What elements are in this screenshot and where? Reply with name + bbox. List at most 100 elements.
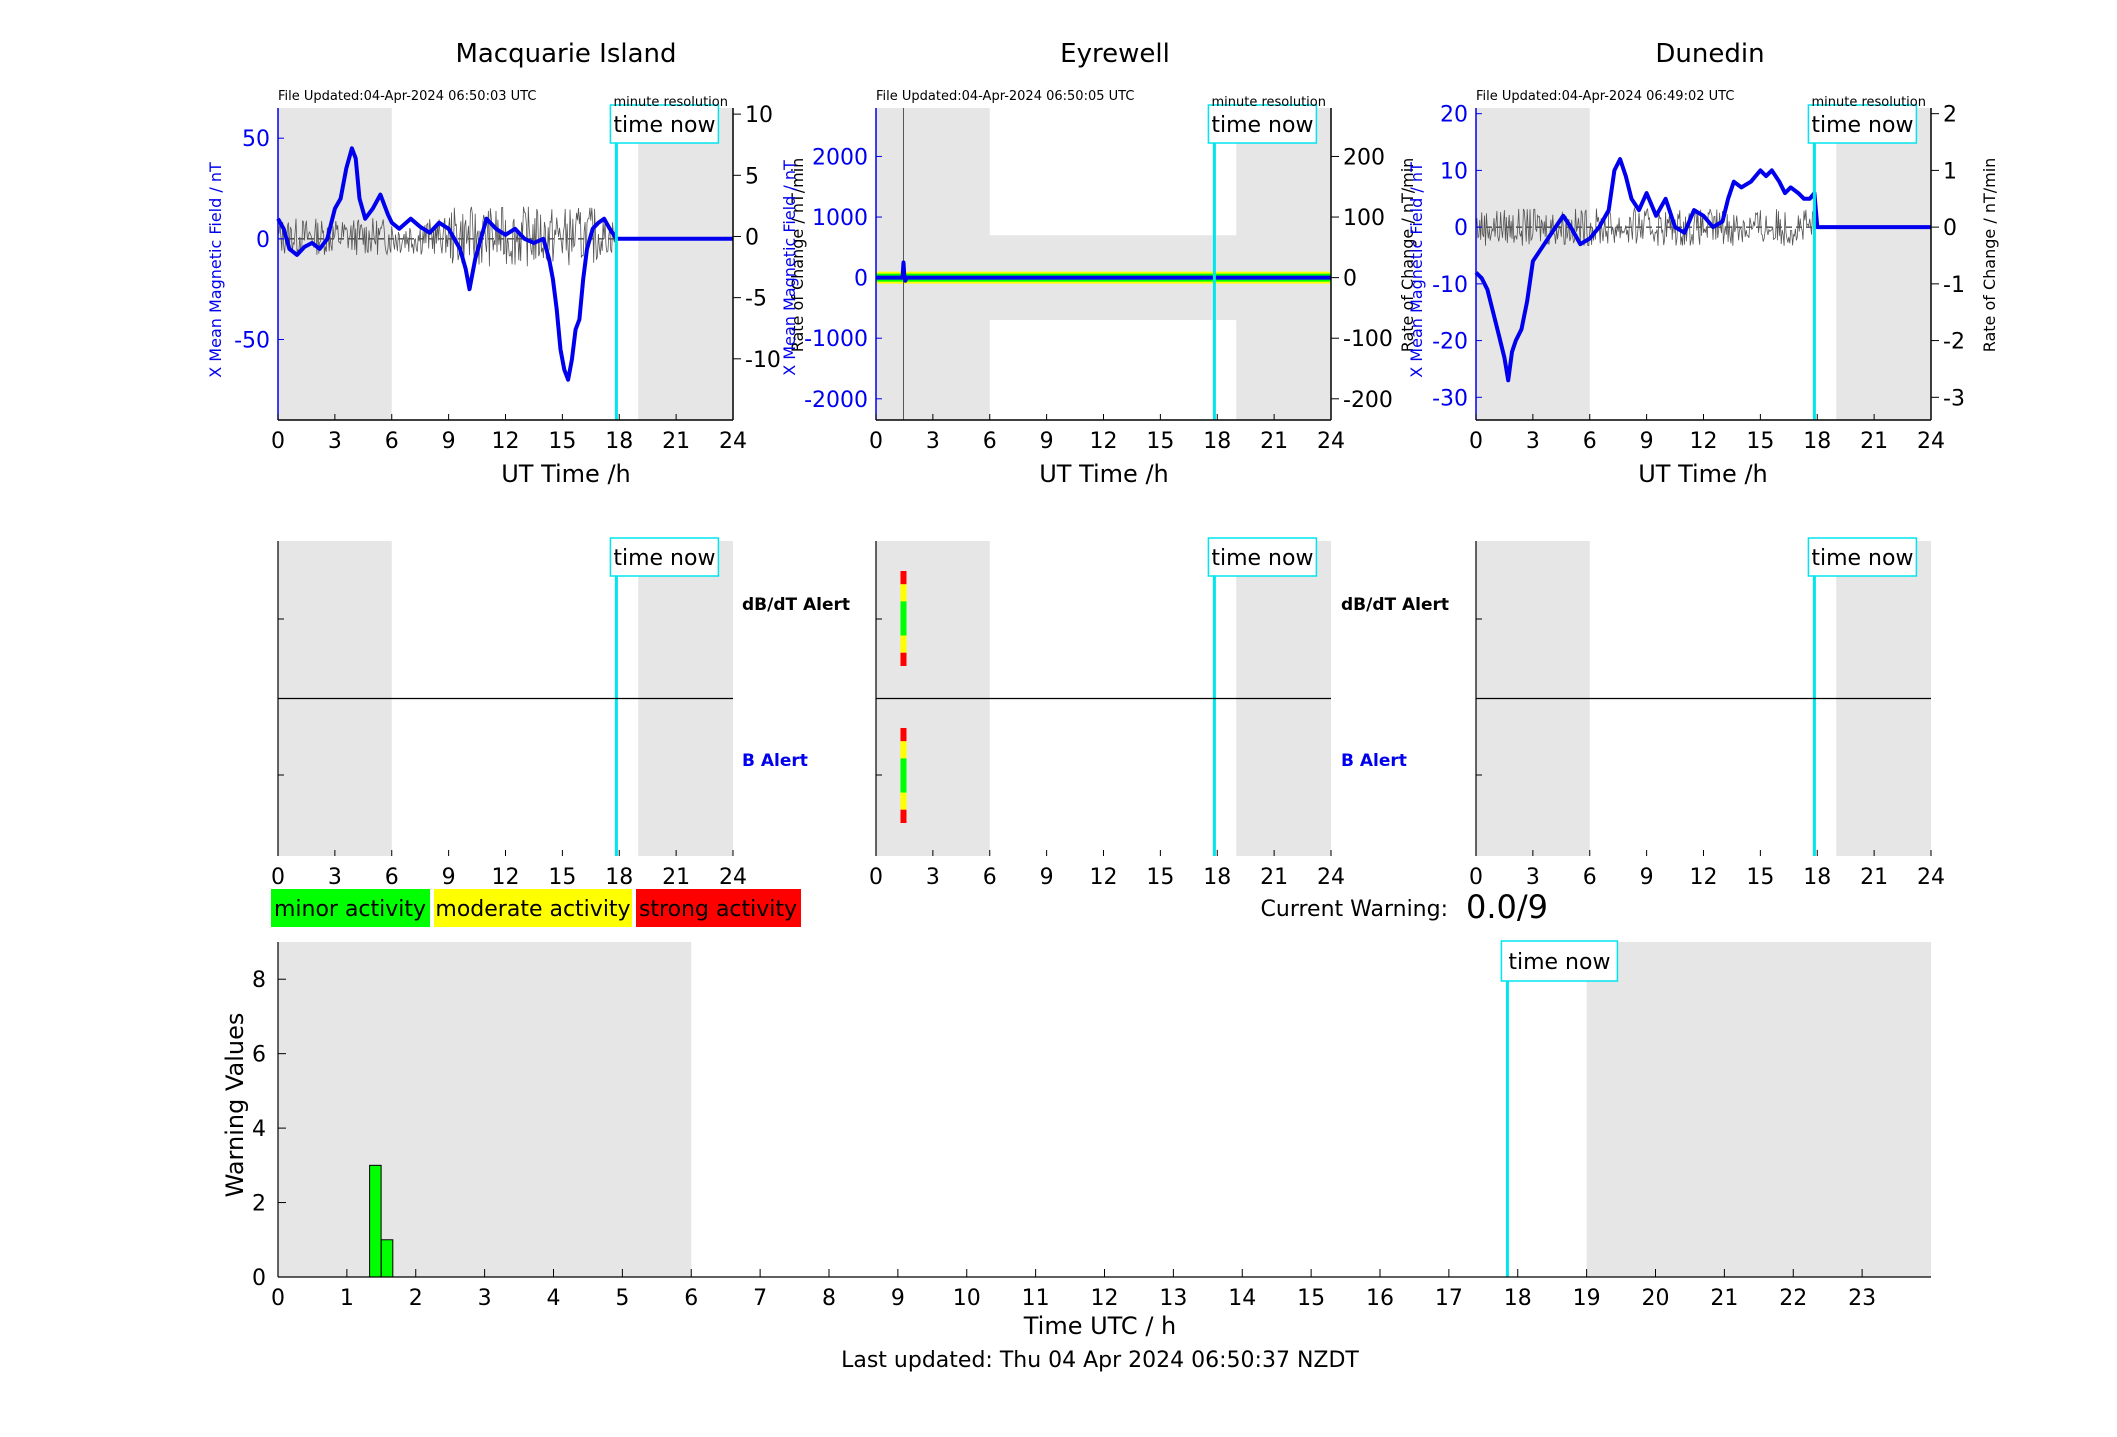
warn-xtick-label-15: 15	[1297, 1286, 1325, 1311]
alert-2-xtick-label-18: 18	[1803, 865, 1831, 890]
alert-2-now-label: time now	[1811, 546, 1913, 571]
alert-1-now-label: time now	[1211, 546, 1313, 571]
warn-xtick-label-19: 19	[1573, 1286, 1601, 1311]
warn-xtick-label-17: 17	[1435, 1286, 1463, 1311]
warn-xtick-label-10: 10	[953, 1286, 981, 1311]
ylabel-right-dunedin: Rate of Change / nT/min	[1980, 158, 1999, 353]
title-macquarie: Macquarie Island	[455, 39, 676, 69]
warn-xtick-label-20: 20	[1642, 1286, 1670, 1311]
warn-xtick-label-23: 23	[1848, 1286, 1876, 1311]
ts-1-xtick-label-3: 3	[926, 429, 940, 454]
b-alert-label-2: B Alert	[1341, 751, 1407, 771]
warning-bar-1	[380, 1239, 394, 1278]
warn-ytick-label-2: 2	[252, 1192, 266, 1217]
ts-2-ytick-right-label-2: 2	[1943, 103, 1957, 128]
title-dunedin: Dunedin	[1655, 39, 1764, 69]
ts-0-xtick-label-18: 18	[605, 429, 633, 454]
ts-2-ytick-left-label-20: 20	[1440, 103, 1468, 128]
file-updated-macquarie: File Updated:04-Apr-2024 06:50:03 UTC	[278, 89, 536, 104]
ts-1-now-label: time now	[1211, 113, 1313, 138]
ts-0-ytick-left-label-50: 50	[242, 127, 270, 152]
ts-1-xtick-label-6: 6	[983, 429, 997, 454]
current-warning-label: Current Warning:	[1261, 897, 1448, 922]
ts-2-ytick-left-label-10: 10	[1440, 159, 1468, 184]
ts-0-xtick-label-6: 6	[385, 429, 399, 454]
warn-xtick-label-4: 4	[547, 1286, 561, 1311]
alert-0-now-box	[609, 537, 720, 577]
warn-xtick-label-12: 12	[1091, 1286, 1119, 1311]
ts-1-ytick-right-label--200: -200	[1343, 388, 1393, 413]
ylabel-left-macquarie: X Mean Magnetic Field / nT	[206, 162, 225, 378]
ts-2-xtick-label-24: 24	[1917, 429, 1945, 454]
alert-1-bar-0-4	[900, 652, 907, 666]
chart-marks-layer: time now time now time now time now time now…	[276, 104, 1931, 1278]
warn-ytick-label-0: 0	[252, 1266, 266, 1291]
warn-xtick-label-14: 14	[1228, 1286, 1256, 1311]
warn-xtick-label-9: 9	[891, 1286, 905, 1311]
ts-2-xtick-label-6: 6	[1583, 429, 1597, 454]
ts-2-xtick-label-21: 21	[1860, 429, 1888, 454]
ts-0-field-line-0	[276, 146, 733, 382]
alert-1-bar-0-0	[900, 571, 907, 585]
ylabel-left-eyrewell: X Mean Magnetic Field / nT	[780, 160, 799, 376]
alert-1-bar-1-4	[900, 809, 907, 823]
alert-1-bar-1-2	[900, 758, 907, 793]
legend-label-strong: strong activity	[639, 897, 797, 922]
ts-2-ytick-right-label-1: 1	[1943, 159, 1957, 184]
ts-0-ytick-left-label-0: 0	[256, 228, 270, 253]
warn-night-1	[1586, 942, 1931, 1277]
ts-0-xtick-label-24: 24	[719, 429, 747, 454]
current-warning-value: 0.0/9	[1466, 888, 1548, 926]
ts-0-ytick-right-label--5: -5	[745, 287, 767, 312]
alert-1-bar-1-3	[900, 792, 907, 810]
ylabel-right-eyrewell: Rate of Change / nT/min	[1398, 158, 1417, 353]
alert-0-xtick-label-6: 6	[385, 865, 399, 890]
ts-2-rate-line	[1475, 206, 1814, 247]
alert-0-now-label: time now	[613, 546, 715, 571]
warn-xtick-label-16: 16	[1366, 1286, 1394, 1311]
alert-0-xtick-label-3: 3	[328, 865, 342, 890]
warn-xtick-label-21: 21	[1710, 1286, 1738, 1311]
ts-0-ytick-right-label--10: -10	[745, 348, 781, 373]
alert-1-bar-0-3	[900, 635, 907, 653]
ts-2-ytick-left-label--10: -10	[1432, 273, 1468, 298]
ts-0-xtick-label-0: 0	[271, 429, 285, 454]
alert-1-xtick-label-15: 15	[1146, 865, 1174, 890]
minute-resolution-dunedin: minute resolution	[1811, 95, 1926, 110]
alert-0-xtick-label-18: 18	[605, 865, 633, 890]
ts-1-ytick-right-label--100: -100	[1343, 327, 1393, 352]
ts-2-ytick-right-label--3: -3	[1943, 386, 1965, 411]
ts-1-ytick-left-label--2000: -2000	[804, 388, 868, 413]
alert-2-xtick-label-15: 15	[1746, 865, 1774, 890]
ts-1-xtick-label-9: 9	[1040, 429, 1054, 454]
ts-2-ytick-left-label--20: -20	[1432, 330, 1468, 355]
alert-2-xtick-label-21: 21	[1860, 865, 1888, 890]
alert-1-bar-0-2	[900, 601, 907, 636]
alert-1-now-box	[1207, 537, 1318, 577]
xlabel-macquarie: UT Time /h	[501, 460, 631, 488]
ts-2-ytick-right-label-0: 0	[1943, 216, 1957, 241]
warn-xtick-label-22: 22	[1779, 1286, 1807, 1311]
ts-1-field-line-0	[876, 260, 1331, 283]
legend-swatch-minor	[269, 887, 432, 929]
ts-1-xtick-label-24: 24	[1317, 429, 1345, 454]
alert-2-xtick-label-12: 12	[1690, 865, 1718, 890]
b-alert-label-1: B Alert	[742, 751, 808, 771]
ts-2-night-1	[1836, 108, 1931, 420]
ts-0-now-label: time now	[613, 113, 715, 138]
ts-0-xtick-label-9: 9	[442, 429, 456, 454]
ts-1-ytick-right-label-200: 200	[1343, 145, 1385, 170]
ts-0-night-1	[638, 108, 733, 420]
minute-resolution-macquarie: minute resolution	[613, 95, 728, 110]
warn-now-box	[1500, 940, 1619, 982]
ts-0-rate-line	[277, 206, 616, 267]
ts-2-xtick-label-12: 12	[1690, 429, 1718, 454]
legend-swatch-moderate	[432, 887, 634, 929]
ylabel-warning: Warning Values	[221, 1013, 249, 1198]
ts-1-xtick-label-21: 21	[1260, 429, 1288, 454]
file-updated-dunedin: File Updated:04-Apr-2024 06:49:02 UTC	[1476, 89, 1734, 104]
ts-1-xtick-label-12: 12	[1090, 429, 1118, 454]
ts-2-field-line-0	[1474, 157, 1931, 383]
